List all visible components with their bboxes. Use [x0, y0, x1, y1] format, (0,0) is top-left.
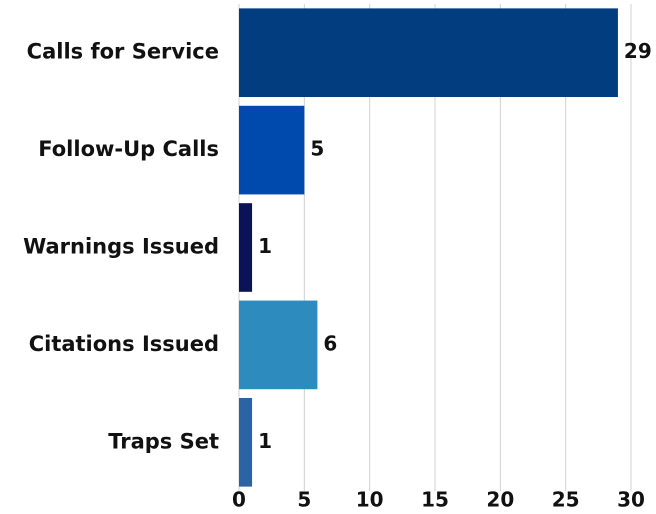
data-label: 6: [323, 331, 337, 355]
data-label: 1: [258, 234, 272, 258]
y-tick-label: Follow-Up Calls: [38, 137, 219, 161]
bar: [239, 300, 318, 390]
x-tick-label: 0: [232, 488, 246, 512]
x-tick-label: 25: [552, 488, 580, 512]
y-tick-label: Citations Issued: [29, 332, 219, 356]
bar: [239, 105, 305, 195]
x-tick-label: 15: [421, 488, 449, 512]
x-tick-label: 30: [617, 488, 645, 512]
bar: [239, 397, 253, 487]
x-tick-label: 20: [486, 488, 514, 512]
bar: [239, 203, 253, 292]
y-tick-label: Traps Set: [108, 429, 219, 453]
data-label: 5: [310, 137, 324, 161]
y-tick-label: Calls for Service: [27, 40, 219, 64]
x-tick-label: 5: [297, 488, 311, 512]
data-label: 1: [258, 429, 272, 453]
x-tick-label: 10: [356, 488, 384, 512]
data-label: 29: [624, 39, 652, 63]
y-tick-label: Warnings Issued: [23, 235, 219, 259]
bar: [239, 8, 618, 98]
